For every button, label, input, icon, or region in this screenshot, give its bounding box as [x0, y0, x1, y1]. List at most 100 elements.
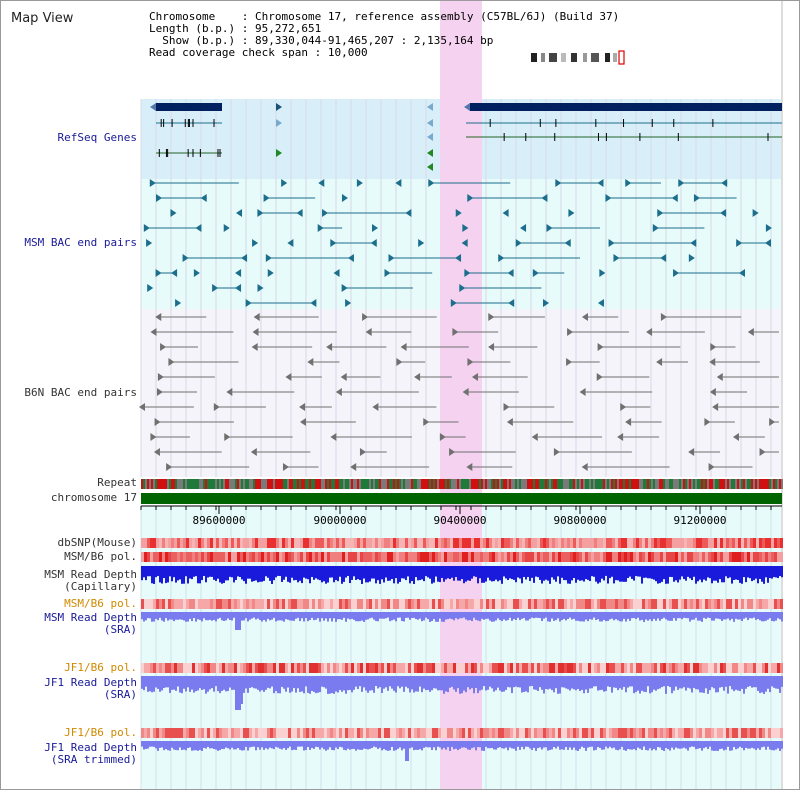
msm-depth-sra-bar	[533, 612, 535, 619]
msm-b6-pol-sra-heat	[315, 599, 318, 609]
msm-b6-pol-heat	[318, 552, 321, 562]
msm-depth-sra-bar	[573, 612, 575, 619]
jf1-depth-sra-bar	[531, 676, 533, 687]
msm-bac-end	[267, 269, 274, 277]
jf1-depth-sra-bar	[691, 676, 693, 693]
repeat-segment	[275, 479, 277, 489]
dbsnp-heat	[732, 538, 735, 548]
msm-depth-sra-bar	[423, 612, 425, 621]
msm-depth-sra-bar	[287, 612, 289, 620]
jf1-depth-sra-bar	[553, 676, 555, 693]
msm-bac-label[interactable]: MSM BAC end pairs	[24, 236, 137, 249]
jf1-depth-sra-bar	[273, 676, 275, 694]
repeat-segment	[755, 479, 757, 489]
msm-depth-capillary-bar	[251, 566, 253, 582]
b6n-bac-end	[362, 313, 369, 321]
jf1-depth-trim-bar	[483, 741, 485, 751]
dbsnp-heat	[399, 538, 402, 548]
repeat-segment	[683, 479, 685, 489]
msm-b6-pol-sra-heat	[252, 599, 255, 609]
jf1-depth-trim-bar	[603, 741, 605, 750]
repeat-segment	[175, 479, 177, 489]
b6n-bac-label[interactable]: B6N BAC end pairs	[24, 386, 137, 399]
msm-depth-sra-bar	[427, 612, 429, 620]
msm-depth-capillary-bar	[343, 566, 345, 582]
msm-b6-pol-sra-heat	[729, 599, 732, 609]
msm-depth-sra-bar	[739, 612, 741, 620]
refseq-genes-label[interactable]: RefSeq Genes	[57, 131, 137, 144]
b6n-bac-end	[488, 343, 495, 351]
jf1-b6-pol-trim-heat	[219, 728, 222, 738]
msm-b6-pol-heat	[594, 552, 597, 562]
msm-depth-sra-bar	[467, 612, 469, 621]
jf1-depth-trim-bar	[225, 741, 227, 748]
jf1-b6-pol-heat	[474, 663, 477, 673]
jf1-depth-sra-bar	[455, 676, 457, 692]
jf1-depth-trim-bar	[277, 741, 279, 748]
msm-depth-capillary-bar	[733, 566, 735, 581]
repeat-segment	[163, 479, 165, 489]
jf1-b6-pol-trim-heat	[204, 728, 207, 738]
jf1-b6-pol-heat	[636, 663, 639, 673]
dbsnp-heat	[549, 538, 552, 548]
b6n-bac-end	[688, 448, 695, 456]
jf1-depth-sra-bar	[179, 676, 181, 693]
jf1-depth-trim-bar	[399, 741, 401, 748]
msm-depth-sra-bar	[503, 612, 505, 620]
jf1-depth-sra-bar	[679, 676, 681, 689]
repeat-segment	[435, 479, 437, 489]
jf1-depth-sra-bar	[231, 676, 233, 690]
repeat-segment	[651, 479, 653, 489]
jf1-depth-trim-bar	[615, 741, 617, 750]
b6n-bac-end	[467, 358, 474, 366]
msm-depth-sra-bar	[501, 612, 503, 622]
jf1-depth-trim-bar	[349, 741, 351, 750]
msm-b6-pol-heat	[561, 552, 564, 562]
jf1-depth-sra-bar	[233, 676, 235, 690]
msm-depth-capillary-bar	[669, 566, 671, 577]
msm-b6-pol-sra-heat	[768, 599, 771, 609]
msm-b6-pol-sra-heat	[465, 599, 468, 609]
msm-depth-sra-bar	[279, 612, 281, 621]
msm-depth-sra-bar	[323, 612, 325, 621]
show-key: Show (b.p.)	[162, 34, 236, 47]
jf1-depth-sra-bar	[431, 676, 433, 691]
msm-depth-sra-bar	[375, 612, 377, 622]
msm-depth-sra-bar	[531, 612, 533, 618]
msm-b6-pol-sra-heat	[213, 599, 216, 609]
repeat-segment	[213, 479, 215, 489]
jf1-depth-trim-bar	[465, 741, 467, 748]
msm-bac-end	[372, 224, 379, 232]
jf1-b6-pol-heat	[717, 663, 720, 673]
repeat-segment	[215, 479, 217, 489]
jf1-depth-trim-bar	[419, 741, 421, 750]
jf1-depth-trim-bar	[187, 741, 189, 749]
repeat-segment	[581, 479, 583, 489]
jf1-b6-pol-heat	[387, 663, 390, 673]
msm-b6-pol-heat	[669, 552, 672, 562]
msm-b6-pol-sra-heat	[453, 599, 456, 609]
msm-depth-sra-bar	[773, 612, 775, 622]
msm-depth-sra-bar	[633, 612, 635, 618]
jf1-depth-sra-bar	[457, 676, 459, 689]
msm-depth-capillary-bar	[199, 566, 201, 584]
msm-depth-sra-bar	[779, 612, 781, 620]
jf1-b6-pol-heat	[318, 663, 321, 673]
dbsnp-heat	[768, 538, 771, 548]
jf1-depth-trim-bar	[705, 741, 707, 748]
jf1-b6-pol-heat	[597, 663, 600, 673]
msm-b6-pol-heat	[360, 552, 363, 562]
repeat-segment	[591, 479, 593, 489]
msm-b6-pol-heat	[297, 552, 300, 562]
msm-b6-pol-heat	[768, 552, 771, 562]
msm-b6-pol-heat	[708, 552, 711, 562]
repeat-segment	[433, 479, 435, 489]
msm-bac-end	[200, 194, 207, 202]
jf1-b6-pol-trim-heat	[561, 728, 564, 738]
jf1-b6-pol-trim-heat	[690, 728, 693, 738]
repeat-segment	[421, 479, 423, 489]
jf1-depth-trim-bar	[539, 741, 541, 748]
msm-bac-end	[223, 224, 230, 232]
jf1-depth-sra-bar	[189, 676, 191, 692]
